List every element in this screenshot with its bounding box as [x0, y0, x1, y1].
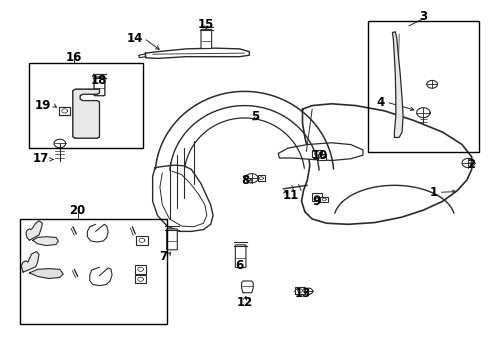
Bar — [317, 154, 325, 160]
Text: 8: 8 — [241, 174, 249, 186]
Polygon shape — [29, 269, 63, 279]
Text: 18: 18 — [90, 74, 106, 87]
Bar — [257, 175, 265, 181]
Text: 6: 6 — [235, 258, 244, 271]
Text: 13: 13 — [294, 287, 310, 300]
Polygon shape — [301, 104, 471, 224]
Bar — [320, 197, 327, 202]
Polygon shape — [278, 143, 362, 161]
Polygon shape — [139, 54, 145, 58]
Bar — [311, 193, 321, 201]
Text: 14: 14 — [126, 32, 142, 45]
Text: 12: 12 — [236, 296, 252, 309]
Text: 19: 19 — [35, 99, 51, 112]
Polygon shape — [152, 165, 213, 231]
FancyBboxPatch shape — [235, 245, 245, 267]
Polygon shape — [26, 221, 42, 240]
Polygon shape — [392, 32, 402, 138]
Bar — [59, 107, 70, 115]
Bar — [59, 107, 70, 115]
Polygon shape — [73, 89, 99, 138]
Bar — [367, 21, 478, 152]
Polygon shape — [73, 89, 99, 138]
Text: 3: 3 — [418, 10, 427, 23]
Polygon shape — [33, 237, 58, 246]
FancyBboxPatch shape — [94, 77, 104, 96]
Text: 17: 17 — [32, 152, 49, 165]
FancyBboxPatch shape — [166, 229, 177, 250]
Polygon shape — [21, 252, 39, 272]
Text: 2: 2 — [467, 158, 475, 171]
Text: 7: 7 — [159, 250, 167, 263]
Bar — [311, 149, 322, 157]
FancyBboxPatch shape — [94, 77, 104, 96]
Text: 20: 20 — [69, 204, 86, 217]
Text: 9: 9 — [311, 195, 320, 208]
Text: 16: 16 — [66, 51, 82, 64]
Bar — [29, 63, 142, 148]
Bar — [135, 275, 146, 283]
Bar — [136, 236, 147, 244]
Bar — [295, 287, 305, 294]
Polygon shape — [145, 48, 249, 58]
FancyBboxPatch shape — [201, 30, 211, 49]
Text: 10: 10 — [310, 149, 327, 162]
Bar — [20, 219, 167, 324]
Polygon shape — [241, 281, 253, 293]
Text: 11: 11 — [283, 189, 299, 202]
Text: 4: 4 — [376, 95, 384, 108]
Text: 1: 1 — [429, 186, 437, 199]
Text: 15: 15 — [197, 18, 214, 31]
Text: 5: 5 — [250, 110, 259, 123]
Bar — [135, 265, 146, 274]
